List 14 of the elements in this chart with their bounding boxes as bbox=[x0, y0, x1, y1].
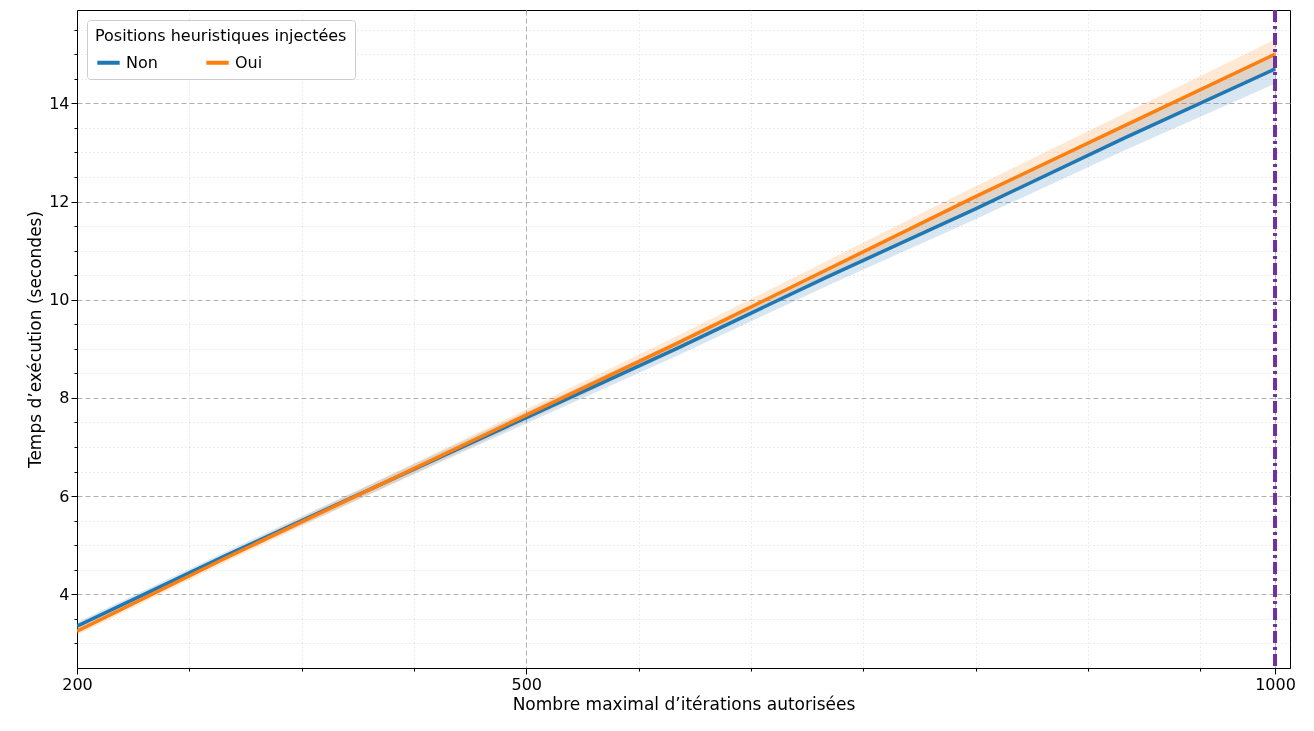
y-tick-label: 8 bbox=[59, 388, 70, 408]
y-tick-label: 14 bbox=[49, 93, 70, 113]
legend-label: Oui bbox=[235, 52, 263, 72]
x-tick-label: 1000 bbox=[1255, 674, 1296, 694]
y-tick-label: 6 bbox=[59, 486, 70, 506]
x-axis-title: Nombre maximal d’itérations autorisées bbox=[512, 693, 856, 714]
y-tick-label: 10 bbox=[49, 290, 70, 310]
legend-title: Positions heuristiques injectées bbox=[95, 26, 347, 45]
y-axis-title: Temps d’exécution (secondes) bbox=[25, 210, 46, 470]
y-tick-label: 4 bbox=[59, 584, 70, 604]
x-tick-label: 200 bbox=[62, 674, 93, 694]
legend-label: Non bbox=[126, 52, 158, 72]
x-tick-label: 500 bbox=[511, 674, 543, 694]
y-tick-label: 12 bbox=[49, 192, 70, 212]
